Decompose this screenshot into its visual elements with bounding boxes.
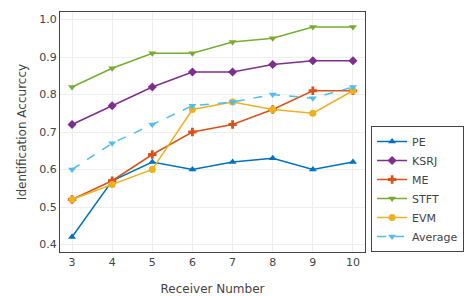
svg-text:1.0: 1.0 [39,13,57,26]
svg-text:7: 7 [229,256,236,269]
svg-text:6: 6 [189,256,196,269]
svg-text:Identification Accurccy: Identification Accurccy [15,64,29,200]
svg-text:3: 3 [69,256,76,269]
svg-text:ME: ME [412,174,428,187]
svg-text:8: 8 [269,256,276,269]
svg-text:EVM: EVM [412,212,436,225]
svg-text:0.7: 0.7 [39,126,57,139]
svg-text:5: 5 [149,256,156,269]
svg-text:0.5: 0.5 [39,201,57,214]
svg-text:STFT: STFT [412,193,439,206]
svg-text:9: 9 [309,256,316,269]
svg-text:0.8: 0.8 [39,88,57,101]
svg-text:4: 4 [109,256,116,269]
svg-text:10: 10 [346,256,360,269]
svg-text:0.9: 0.9 [39,51,57,64]
svg-text:0.4: 0.4 [39,238,57,251]
svg-text:0.6: 0.6 [39,163,57,176]
svg-text:Average: Average [412,231,457,244]
svg-text:KSRJ: KSRJ [412,155,437,168]
svg-text:Receiver Number: Receiver Number [161,282,265,296]
svg-text:PE: PE [412,136,426,149]
